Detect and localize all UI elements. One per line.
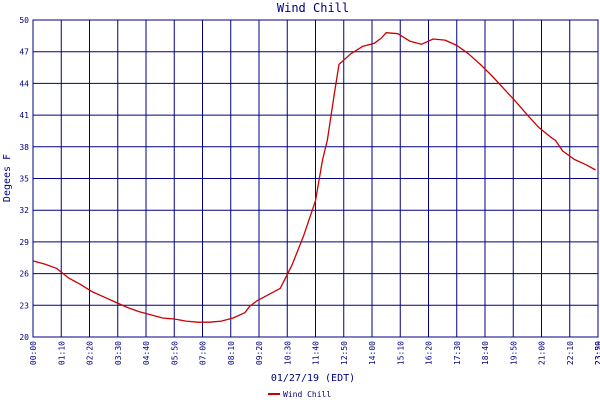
y-tick-label: 50 [19, 16, 29, 25]
x-tick-label: 02:20 [86, 341, 95, 365]
x-tick-label: 11:40 [312, 341, 321, 365]
y-tick-label: 44 [19, 79, 29, 88]
y-tick-label: 41 [19, 111, 29, 120]
x-tick-label: 17:30 [453, 341, 462, 365]
y-tick-label: 47 [19, 48, 29, 57]
x-tick-label: 18:40 [481, 341, 490, 365]
x-tick-label: 01:10 [57, 341, 66, 365]
y-axis-ticks: 20 23 26 29 32 35 38 41 44 47 50 [19, 16, 29, 342]
y-tick-label: 23 [19, 301, 29, 310]
legend-label: Wind Chill [283, 390, 331, 399]
chart-title: Wind Chill [277, 1, 349, 15]
x-tick-label: 14:00 [368, 341, 377, 365]
x-tick-label: 05:50 [170, 341, 179, 365]
legend: Wind Chill [268, 390, 331, 399]
x-tick-label: 23:20 [594, 341, 600, 365]
y-axis-label: Degees F [2, 154, 13, 202]
x-tick-label: 16:20 [425, 341, 434, 365]
x-tick-label: 00:00 [29, 341, 38, 365]
y-tick-label: 38 [19, 143, 29, 152]
x-tick-label: 21:00 [538, 341, 547, 365]
x-axis-label: 01/27/19 (EDT) [271, 373, 355, 384]
y-tick-label: 32 [19, 206, 29, 215]
x-tick-label: 15:10 [396, 341, 405, 365]
x-tick-label: 10:30 [283, 341, 292, 365]
series-group [32, 32, 596, 323]
grid [32, 19, 599, 338]
x-tick-label: 19:50 [509, 341, 518, 365]
x-axis-ticks: 00:00 01:10 02:20 03:30 04:40 05:50 07:00 08:10… [29, 341, 600, 365]
y-tick-label: 26 [19, 270, 29, 279]
x-tick-label: 03:30 [114, 341, 123, 365]
y-tick-label: 20 [19, 333, 29, 342]
y-tick-label: 29 [19, 238, 29, 247]
x-tick-label: 07:00 [199, 341, 208, 365]
y-tick-label: 35 [19, 175, 29, 184]
x-tick-label: 09:20 [255, 341, 264, 365]
series-line [32, 32, 596, 323]
x-tick-label: 23:59 [594, 341, 600, 365]
x-tick-label: 04:40 [142, 341, 151, 365]
x-tick-label: 08:10 [227, 341, 236, 365]
x-tick-label: 12:50 [340, 341, 349, 365]
x-tick-label: 22:10 [566, 341, 575, 365]
